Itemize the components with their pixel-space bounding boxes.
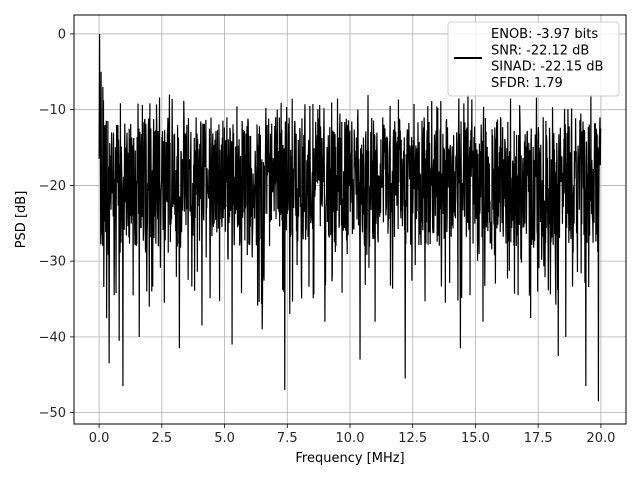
- psd-series: [98, 33, 602, 402]
- y-tick-label: −30: [39, 255, 66, 270]
- x-tick-label: 2.5: [151, 431, 172, 446]
- x-tick-label: 7.5: [277, 431, 298, 446]
- x-axis-label: Frequency [MHz]: [295, 451, 404, 466]
- x-tick-label: 20.0: [586, 431, 615, 446]
- legend: ENOB: -3.97 bits SNR: -22.12 dB SINAD: -…: [447, 21, 620, 97]
- y-tick-label: −50: [39, 406, 66, 421]
- legend-entry-sfdr: SFDR: 1.79: [491, 76, 563, 91]
- legend-entry-sinad: SINAD: -22.15 dB: [491, 60, 603, 75]
- x-axis-ticks: 0.0 2.5 5.0 7.5 10.0 12.5 15.0 17.5 20.0: [89, 424, 615, 446]
- y-tick-label: −10: [39, 103, 66, 118]
- legend-entry-snr: SNR: -22.12 dB: [491, 43, 589, 58]
- legend-box: [447, 21, 620, 97]
- x-tick-label: 12.5: [398, 431, 427, 446]
- y-axis-ticks: 0 −10 −20 −30 −40 −50: [39, 27, 74, 421]
- x-tick-label: 0.0: [89, 431, 110, 446]
- y-tick-label: −40: [39, 330, 66, 345]
- legend-entry-enob: ENOB: -3.97 bits: [491, 27, 598, 42]
- x-tick-label: 5.0: [214, 431, 235, 446]
- y-tick-label: −20: [39, 179, 66, 194]
- psd-line: [98, 33, 602, 402]
- y-tick-label: 0: [58, 27, 66, 42]
- x-tick-label: 15.0: [461, 431, 490, 446]
- y-axis-label: PSD [dB]: [14, 191, 29, 249]
- x-tick-label: 17.5: [524, 431, 553, 446]
- x-tick-label: 10.0: [336, 431, 365, 446]
